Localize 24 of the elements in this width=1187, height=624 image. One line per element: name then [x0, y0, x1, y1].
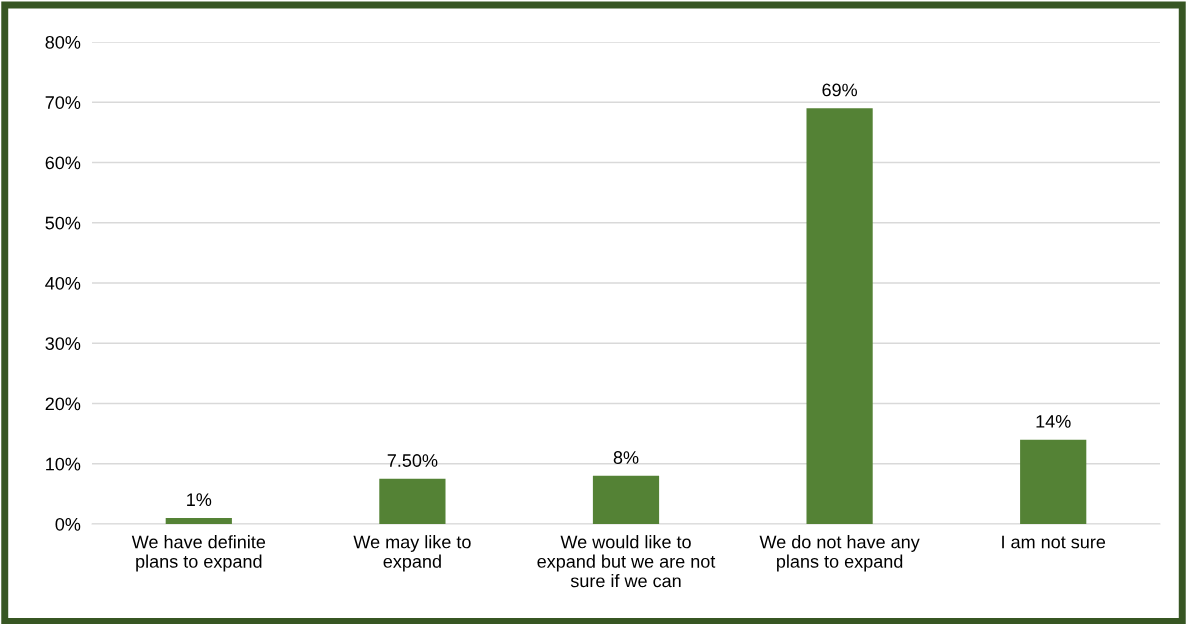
y-tick-label: 60% [45, 156, 81, 170]
y-tick-label: 70% [45, 96, 81, 109]
data-label: 1% [187, 493, 212, 506]
bar [1020, 439, 1087, 524]
y-tick-label: 0% [55, 517, 81, 531]
y-tick-label: 10% [46, 457, 81, 471]
data-label: 69% [822, 83, 858, 97]
bar [806, 108, 873, 524]
data-label: 7.50% [387, 454, 438, 467]
data-label: 8% [613, 451, 639, 464]
y-tick-label: 30% [45, 337, 81, 350]
x-tick-label: We do not have any plans to expand [759, 535, 920, 572]
x-tick-label: We may like to expand [353, 535, 471, 572]
x-tick-label: I am not sure [1002, 535, 1106, 549]
bar [379, 478, 446, 524]
x-tick-label: We have definite plans to expand [131, 535, 266, 572]
y-tick-label: 40% [45, 276, 81, 290]
y-tick-label: 80% [45, 35, 81, 49]
x-tick-label: We would like to expand but we are not sure if we can [537, 535, 716, 588]
y-tick-label: 20% [45, 397, 81, 411]
data-label: 14% [1036, 415, 1071, 428]
bar [592, 475, 660, 524]
bar [165, 517, 232, 524]
y-tick-label: 50% [45, 216, 81, 230]
